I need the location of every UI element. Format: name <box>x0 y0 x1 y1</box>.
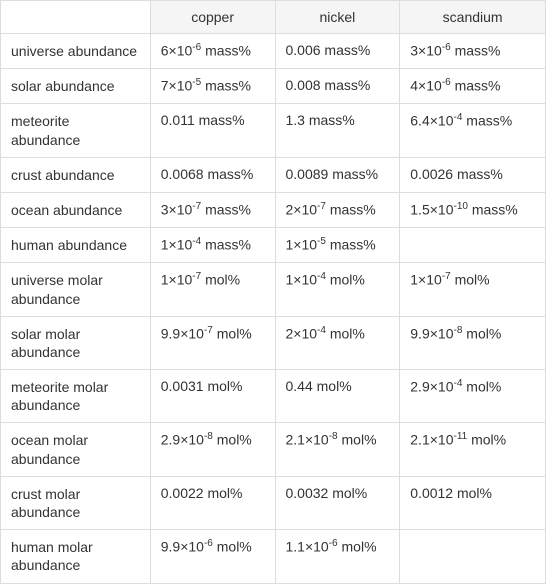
cell-nickel: 0.0032 mol% <box>275 476 400 529</box>
cell-scandium: 2.9×10-4 mol% <box>400 370 546 423</box>
cell-scandium: 6.4×10-4 mass% <box>400 104 546 157</box>
row-label: ocean abundance <box>1 192 151 227</box>
row-label: meteorite abundance <box>1 104 151 157</box>
table-row: human abundance1×10-4 mass%1×10-5 mass% <box>1 228 546 263</box>
table-header-row: copper nickel scandium <box>1 1 546 34</box>
table-row: universe molar abundance1×10-7 mol%1×10-… <box>1 263 546 316</box>
row-label: crust abundance <box>1 157 151 192</box>
row-label: solar abundance <box>1 69 151 104</box>
cell-scandium <box>400 228 546 263</box>
cell-copper: 0.0022 mol% <box>150 476 275 529</box>
row-label: universe abundance <box>1 34 151 69</box>
cell-scandium: 1.5×10-10 mass% <box>400 192 546 227</box>
row-label: crust molar abundance <box>1 476 151 529</box>
table-row: universe abundance6×10-6 mass%0.006 mass… <box>1 34 546 69</box>
cell-copper: 9.9×10-7 mol% <box>150 316 275 369</box>
row-label: solar molar abundance <box>1 316 151 369</box>
cell-copper: 2.9×10-8 mol% <box>150 423 275 476</box>
table-row: solar molar abundance9.9×10-7 mol%2×10-4… <box>1 316 546 369</box>
table-row: crust abundance0.0068 mass%0.0089 mass%0… <box>1 157 546 192</box>
cell-copper: 3×10-7 mass% <box>150 192 275 227</box>
row-label: human molar abundance <box>1 530 151 583</box>
table-row: crust molar abundance0.0022 mol%0.0032 m… <box>1 476 546 529</box>
row-label: meteorite molar abundance <box>1 370 151 423</box>
header-copper: copper <box>150 1 275 34</box>
cell-nickel: 1×10-5 mass% <box>275 228 400 263</box>
cell-copper: 0.0068 mass% <box>150 157 275 192</box>
cell-nickel: 2×10-4 mol% <box>275 316 400 369</box>
table-row: ocean molar abundance2.9×10-8 mol%2.1×10… <box>1 423 546 476</box>
cell-nickel: 2.1×10-8 mol% <box>275 423 400 476</box>
table-row: human molar abundance9.9×10-6 mol%1.1×10… <box>1 530 546 583</box>
table-row: meteorite abundance0.011 mass%1.3 mass%6… <box>1 104 546 157</box>
cell-scandium: 4×10-6 mass% <box>400 69 546 104</box>
abundance-table: copper nickel scandium universe abundanc… <box>0 0 546 584</box>
header-scandium: scandium <box>400 1 546 34</box>
cell-scandium: 9.9×10-8 mol% <box>400 316 546 369</box>
table-body: universe abundance6×10-6 mass%0.006 mass… <box>1 34 546 584</box>
header-empty <box>1 1 151 34</box>
cell-copper: 1×10-7 mol% <box>150 263 275 316</box>
cell-copper: 9.9×10-6 mol% <box>150 530 275 583</box>
cell-copper: 0.011 mass% <box>150 104 275 157</box>
cell-nickel: 0.008 mass% <box>275 69 400 104</box>
cell-nickel: 0.006 mass% <box>275 34 400 69</box>
header-nickel: nickel <box>275 1 400 34</box>
cell-copper: 0.0031 mol% <box>150 370 275 423</box>
cell-scandium: 0.0026 mass% <box>400 157 546 192</box>
cell-copper: 1×10-4 mass% <box>150 228 275 263</box>
cell-scandium: 0.0012 mol% <box>400 476 546 529</box>
row-label: human abundance <box>1 228 151 263</box>
cell-nickel: 0.44 mol% <box>275 370 400 423</box>
row-label: universe molar abundance <box>1 263 151 316</box>
cell-scandium <box>400 530 546 583</box>
table-row: ocean abundance3×10-7 mass%2×10-7 mass%1… <box>1 192 546 227</box>
cell-nickel: 1.3 mass% <box>275 104 400 157</box>
cell-nickel: 1×10-4 mol% <box>275 263 400 316</box>
cell-nickel: 2×10-7 mass% <box>275 192 400 227</box>
cell-scandium: 1×10-7 mol% <box>400 263 546 316</box>
cell-scandium: 2.1×10-11 mol% <box>400 423 546 476</box>
row-label: ocean molar abundance <box>1 423 151 476</box>
table-row: meteorite molar abundance0.0031 mol%0.44… <box>1 370 546 423</box>
cell-nickel: 1.1×10-6 mol% <box>275 530 400 583</box>
cell-copper: 6×10-6 mass% <box>150 34 275 69</box>
cell-copper: 7×10-5 mass% <box>150 69 275 104</box>
cell-scandium: 3×10-6 mass% <box>400 34 546 69</box>
table-row: solar abundance7×10-5 mass%0.008 mass%4×… <box>1 69 546 104</box>
cell-nickel: 0.0089 mass% <box>275 157 400 192</box>
